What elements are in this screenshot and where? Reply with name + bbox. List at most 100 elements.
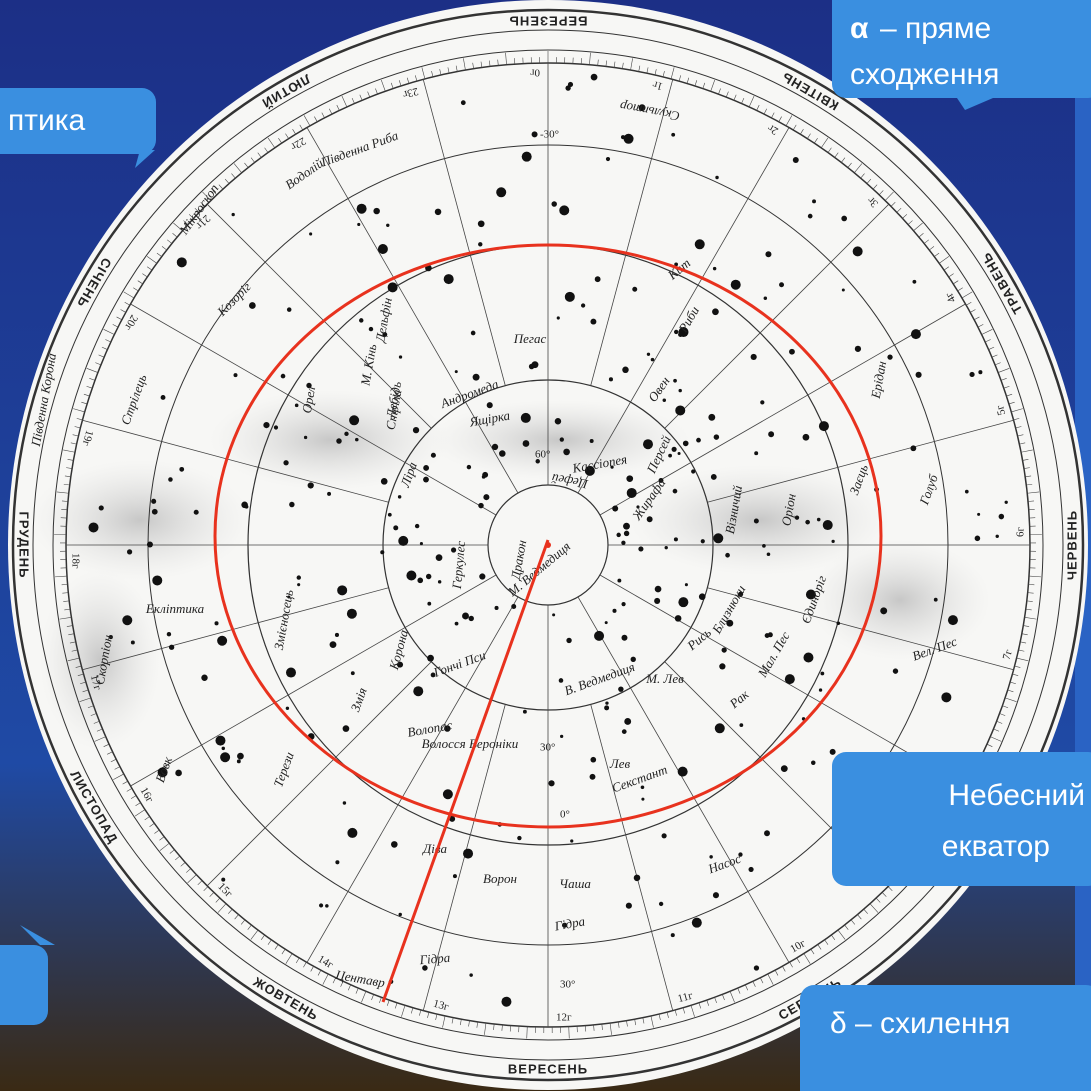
star <box>528 363 535 370</box>
star <box>646 516 653 523</box>
star <box>215 735 226 746</box>
day-tick <box>834 152 839 158</box>
star <box>359 318 364 323</box>
star <box>556 316 560 320</box>
day-tick <box>678 75 682 82</box>
hour-label: 18г <box>69 553 81 569</box>
constellation-label: М. Кінь <box>357 343 379 388</box>
day-tick <box>702 82 706 89</box>
callout-box <box>0 88 156 154</box>
star <box>347 827 358 838</box>
star <box>675 405 686 416</box>
day-tick <box>827 147 832 153</box>
star <box>393 525 399 531</box>
day-tick <box>95 362 102 366</box>
declination-label: 30° <box>560 979 575 991</box>
day-tick <box>957 287 963 292</box>
star <box>221 877 226 882</box>
star <box>419 542 423 546</box>
star <box>698 593 706 601</box>
star <box>691 917 702 928</box>
day-tick <box>965 301 972 306</box>
star <box>296 575 301 580</box>
star <box>168 477 173 482</box>
day-tick <box>231 173 236 179</box>
day-tick <box>817 944 822 950</box>
constellation-label: Ерідан <box>868 360 889 401</box>
day-tick <box>1017 434 1024 437</box>
day-tick <box>857 914 862 920</box>
star <box>712 892 719 899</box>
star <box>531 131 538 138</box>
star <box>738 852 743 857</box>
day-tick <box>1024 617 1037 620</box>
hour-line <box>599 574 966 787</box>
day-tick <box>70 442 77 445</box>
star <box>671 446 677 452</box>
day-tick <box>463 58 466 71</box>
star <box>179 466 185 472</box>
star <box>386 223 390 228</box>
day-tick <box>626 1020 628 1027</box>
day-tick <box>101 346 108 350</box>
star <box>691 469 696 474</box>
star <box>273 425 279 430</box>
star <box>398 535 409 546</box>
star <box>396 661 404 668</box>
star <box>427 601 432 606</box>
day-tick <box>1002 705 1009 709</box>
day-tick <box>67 657 80 662</box>
day-tick <box>250 157 255 163</box>
milky-way <box>210 390 450 490</box>
day-tick <box>172 233 178 238</box>
day-tick <box>1003 385 1010 389</box>
callout-box <box>832 0 1091 98</box>
day-tick <box>597 59 599 66</box>
star <box>767 632 773 638</box>
day-tick <box>990 736 1002 742</box>
day-tick <box>774 970 779 976</box>
day-tick <box>314 116 318 122</box>
star <box>319 903 324 908</box>
day-tick <box>401 1005 406 1017</box>
day-tick <box>745 984 749 991</box>
day-tick <box>68 633 75 636</box>
constellation-label: Екліптика <box>145 601 205 616</box>
star <box>249 302 256 309</box>
day-tick <box>1018 649 1025 652</box>
star <box>221 746 225 751</box>
day-tick <box>75 665 82 668</box>
star <box>621 729 627 734</box>
star <box>552 613 556 617</box>
star <box>941 692 952 703</box>
day-tick <box>505 52 507 65</box>
star <box>494 605 499 610</box>
star <box>977 512 981 516</box>
star <box>336 438 342 444</box>
hour-label: 6г <box>1015 527 1027 538</box>
day-tick <box>93 720 100 724</box>
day-tick <box>807 133 811 139</box>
day-tick <box>187 874 197 884</box>
day-tick <box>202 191 212 201</box>
constellation-label: Гідра <box>552 913 586 933</box>
day-tick <box>218 184 224 190</box>
day-tick <box>902 214 908 219</box>
star <box>661 833 667 839</box>
star <box>604 621 608 625</box>
callout-text: – пряме <box>880 12 991 45</box>
star <box>794 515 800 520</box>
star <box>623 133 634 144</box>
star <box>753 965 760 971</box>
day-tick <box>94 736 106 742</box>
day-tick <box>646 67 649 74</box>
star <box>176 257 187 268</box>
star <box>829 748 836 755</box>
hour-line <box>82 419 389 503</box>
star <box>522 709 527 714</box>
day-tick <box>244 162 249 168</box>
day-tick <box>161 246 167 251</box>
day-tick <box>985 339 991 343</box>
day-tick <box>133 287 139 292</box>
day-tick <box>810 948 815 955</box>
